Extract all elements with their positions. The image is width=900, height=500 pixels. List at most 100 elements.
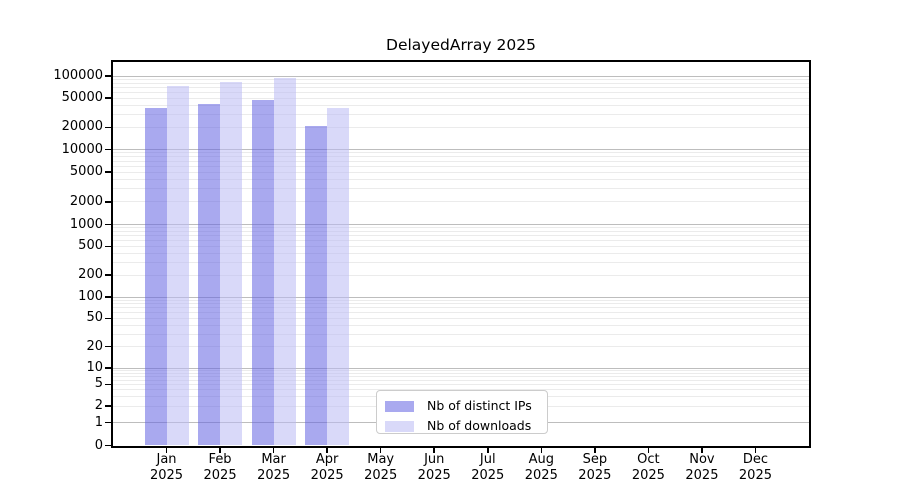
gridline-minor — [113, 235, 809, 237]
gridline-major — [113, 149, 809, 150]
gridline-minor — [113, 333, 809, 335]
plot-area — [111, 59, 811, 448]
bar-downloads-mar — [273, 78, 296, 446]
x-tick-mark — [219, 447, 221, 453]
x-tick-year: 2025 — [310, 467, 344, 483]
bar-distinct-ips-feb — [198, 103, 221, 446]
legend-item-distinct-ips: Nb of distinct IPs — [377, 396, 547, 416]
y-tick-label: 100 — [78, 289, 103, 304]
y-tick-label: 500 — [78, 238, 103, 254]
x-tick-year: 2025 — [578, 467, 612, 483]
gridline-minor — [113, 104, 809, 106]
x-tick-label: Apr 2025 — [297, 452, 357, 483]
y-tick-mark — [105, 274, 111, 276]
gridline-minor — [113, 303, 809, 305]
gridline-minor — [113, 188, 809, 190]
x-tick-month: Dec — [742, 452, 769, 467]
x-tick-year: 2025 — [149, 467, 184, 483]
y-tick-label: 20000 — [61, 119, 103, 135]
gridline-major — [113, 75, 809, 77]
y-tick-label: 0 — [94, 437, 103, 453]
gridline-major — [113, 224, 809, 225]
x-tick-label: Feb 2025 — [190, 452, 250, 483]
gridline-minor — [113, 307, 809, 309]
gridline-minor — [113, 165, 809, 167]
y-tick-label: 1000 — [69, 216, 103, 232]
x-tick-mark — [272, 447, 275, 453]
y-tick-mark — [105, 421, 111, 424]
gridline-minor — [113, 375, 809, 377]
y-tick-label: 100000 — [53, 68, 103, 83]
x-tick-mark — [754, 447, 757, 453]
x-tick-label: Sep 2025 — [565, 452, 625, 483]
x-tick-month: Jul — [479, 452, 496, 467]
y-tick-label: 10000 — [61, 141, 103, 157]
x-tick-label: Aug 2025 — [511, 452, 571, 483]
x-tick-mark — [433, 447, 435, 453]
gridline-minor — [113, 369, 809, 371]
gridline-minor — [113, 171, 809, 173]
x-tick-label: Dec 2025 — [725, 452, 785, 483]
x-tick-mark — [647, 447, 650, 453]
gridline-minor — [113, 389, 809, 391]
bar-downloads-apr — [327, 108, 350, 446]
y-tick-label: 50 — [86, 310, 103, 326]
x-tick-year: 2025 — [364, 467, 398, 483]
x-tick-month: Jun — [424, 452, 445, 467]
y-tick-mark — [105, 367, 111, 369]
gridline-minor — [113, 97, 809, 99]
gridline-minor — [113, 91, 809, 93]
y-tick-mark — [105, 97, 111, 99]
y-tick-mark — [105, 383, 111, 386]
gridline-minor — [113, 113, 809, 115]
legend-swatch-downloads — [385, 420, 414, 432]
bar-distinct-ips-apr — [305, 125, 328, 446]
gridline-minor — [113, 178, 809, 180]
y-tick-mark — [105, 296, 111, 298]
x-tick-mark — [326, 447, 328, 453]
gridline-minor — [113, 346, 809, 348]
y-tick-mark — [105, 223, 111, 226]
x-tick-year: 2025 — [257, 467, 291, 483]
gridline-major — [113, 296, 809, 298]
x-tick-mark — [594, 447, 596, 453]
y-tick-mark — [105, 345, 111, 348]
gridline-minor — [113, 160, 809, 162]
gridline-major — [113, 367, 809, 369]
y-tick-mark — [105, 126, 111, 129]
gridline-minor — [113, 372, 809, 374]
x-tick-label: May 2025 — [351, 452, 411, 483]
y-tick-label: 5 — [94, 376, 103, 392]
gridline-minor — [113, 245, 809, 247]
y-tick-label: 1 — [94, 414, 103, 430]
legend: Nb of distinct IPs Nb of downloads — [376, 390, 548, 434]
y-tick-mark — [105, 405, 111, 407]
gridline-minor — [113, 156, 809, 158]
x-tick-month: Oct — [637, 452, 660, 467]
gridline-minor — [113, 317, 809, 319]
bar-distinct-ips-jan — [144, 107, 167, 446]
y-tick-label: 2 — [94, 398, 103, 414]
bar-distinct-ips-mar — [251, 100, 274, 446]
x-tick-year: 2025 — [417, 467, 451, 483]
x-tick-label: Oct 2025 — [618, 452, 678, 483]
y-tick-label: 5000 — [69, 164, 103, 180]
x-tick-mark — [701, 447, 703, 453]
x-tick-year: 2025 — [524, 467, 558, 483]
gridline-minor — [113, 324, 809, 326]
y-tick-label: 20 — [86, 338, 103, 354]
gridline-minor — [113, 252, 809, 254]
legend-item-downloads: Nb of downloads — [377, 416, 547, 436]
x-tick-month: Nov — [689, 452, 715, 467]
x-tick-month: May — [367, 452, 395, 467]
gridline-minor — [113, 201, 809, 203]
gridline-minor — [113, 231, 809, 233]
gridline-minor — [113, 240, 809, 242]
y-tick-mark — [105, 201, 111, 203]
x-tick-year: 2025 — [471, 467, 505, 483]
gridline-minor — [113, 86, 809, 88]
x-tick-year: 2025 — [685, 467, 719, 483]
gridline-minor — [113, 379, 809, 381]
legend-label-downloads: Nb of downloads — [427, 418, 532, 433]
